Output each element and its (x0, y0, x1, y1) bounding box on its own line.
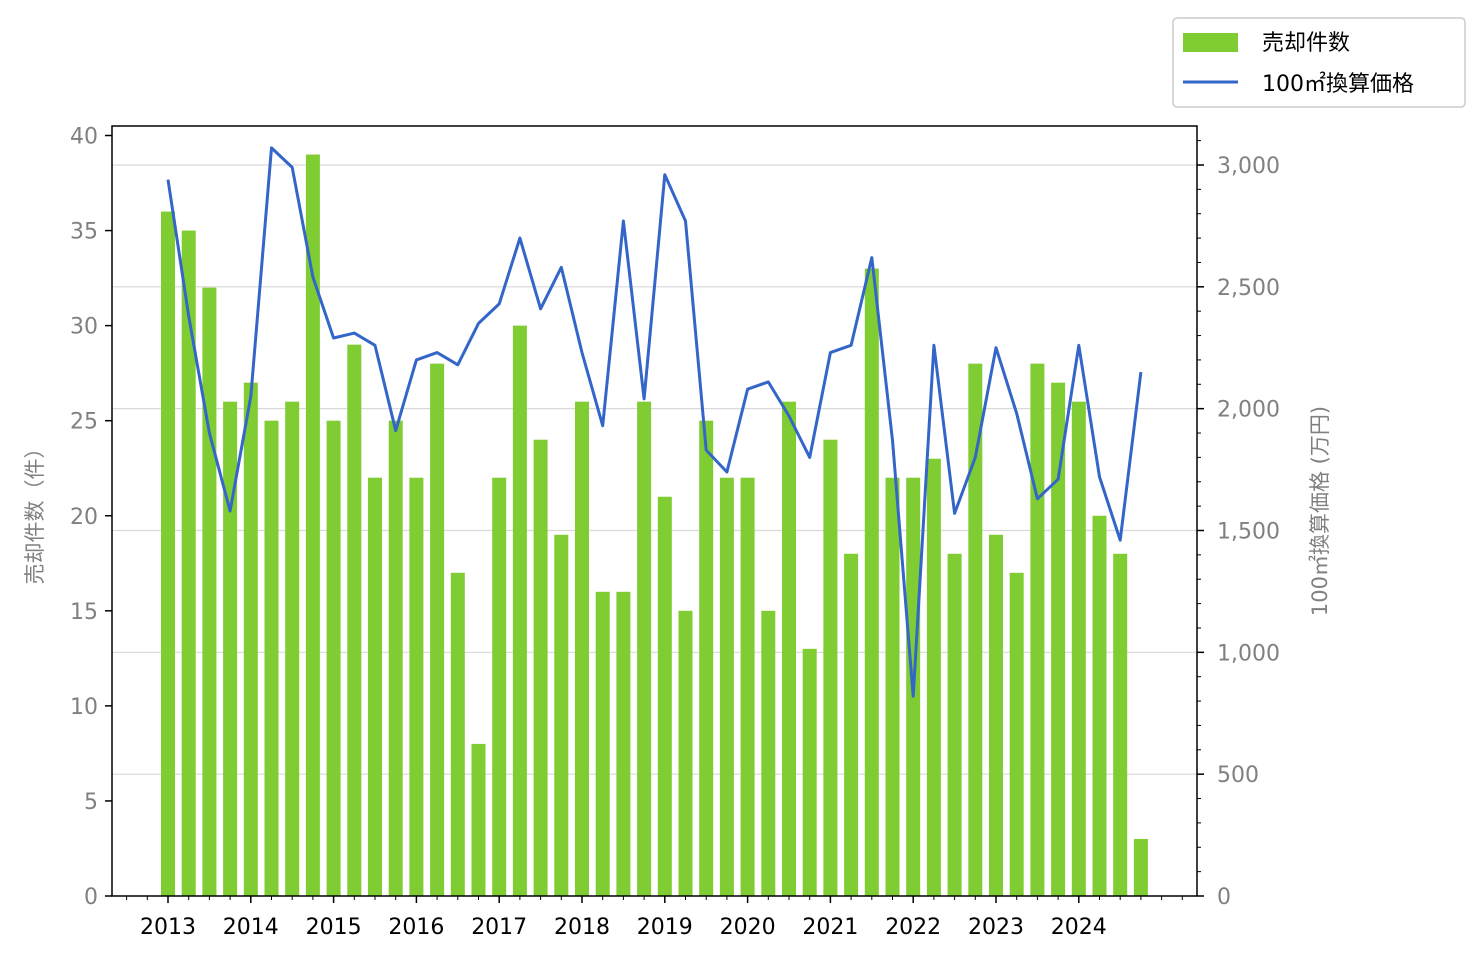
bar (968, 363, 983, 897)
legend-bar-swatch (1183, 33, 1238, 52)
bar (305, 154, 320, 896)
bar (554, 534, 569, 896)
bar (492, 477, 507, 896)
bar (326, 420, 341, 896)
legend-bar-label: 売却件数 (1262, 31, 1350, 56)
bar (844, 553, 859, 896)
right-tick-label: 2,000 (1217, 398, 1280, 423)
x-tick-label: 2024 (1051, 915, 1107, 940)
x-tick-label: 2021 (802, 915, 858, 940)
bar (719, 477, 734, 896)
right-tick-label: 1,000 (1217, 641, 1280, 666)
bar (740, 477, 755, 896)
bar (657, 496, 672, 896)
right-tick-label: 0 (1217, 885, 1231, 910)
bar (1113, 553, 1128, 896)
legend: 売却件数 100㎡換算価格 (1172, 17, 1466, 108)
right-tick-label: 2,500 (1217, 276, 1280, 301)
line-series (166, 146, 1143, 698)
x-tick-label: 2023 (968, 915, 1024, 940)
bar (782, 401, 796, 896)
bar (264, 420, 279, 896)
bar (1030, 363, 1045, 897)
x-tick-label: 2013 (140, 915, 196, 940)
bar (388, 420, 403, 896)
x-tick-label: 2018 (554, 915, 610, 940)
left-tick-label: 35 (70, 220, 98, 245)
bar (926, 458, 941, 896)
x-axis: 2013 2014 2015 2016 2017 2018 2019 2020 2021 2022… (126, 896, 1183, 940)
bar (885, 477, 900, 896)
legend-line-label: 100㎡換算価格 (1262, 71, 1414, 97)
bar (637, 401, 652, 896)
bar (409, 477, 424, 896)
bar (1051, 382, 1066, 897)
x-tick-label: 2019 (637, 915, 693, 940)
bar (761, 610, 776, 896)
bar (864, 268, 879, 896)
bar (575, 401, 589, 896)
bar (430, 363, 445, 897)
bar (947, 553, 962, 896)
legend-box (1172, 17, 1466, 108)
x-tick-label: 2020 (720, 915, 776, 940)
left-tick-label: 10 (70, 695, 98, 720)
left-axis: 0 5 10 15 20 25 30 35 40 (70, 125, 112, 910)
bar (450, 572, 465, 896)
right-tick-label: 3,000 (1217, 154, 1280, 179)
bar (202, 287, 217, 896)
bar (802, 648, 817, 896)
left-tick-label: 30 (70, 315, 98, 340)
bar (1009, 572, 1024, 896)
bar (1133, 838, 1148, 896)
bar (161, 211, 175, 897)
bar (533, 439, 548, 896)
plot-frame (111, 125, 1198, 897)
bar (1071, 401, 1086, 896)
x-tick-label: 2022 (885, 915, 941, 940)
left-tick-label: 40 (70, 125, 98, 150)
right-axis: 0 500 1,000 1,500 2,000 2,500 3,000 (1197, 140, 1280, 910)
bar-series (161, 154, 1148, 897)
x-tick-label: 2014 (223, 915, 279, 940)
bar (823, 439, 838, 896)
bar (595, 591, 610, 896)
price-line (166, 146, 1143, 698)
left-tick-label: 5 (84, 790, 98, 815)
left-tick-label: 0 (84, 885, 98, 910)
bar (223, 401, 238, 896)
bar (678, 610, 693, 896)
bar (699, 420, 714, 896)
bar (1092, 515, 1107, 896)
left-tick-label: 25 (70, 410, 98, 435)
x-tick-label: 2016 (388, 915, 444, 940)
bar (285, 401, 300, 896)
bar (471, 743, 486, 896)
x-tick-label: 2017 (471, 915, 527, 940)
bar (368, 477, 382, 896)
left-axis-label: 売却件数（件） (23, 438, 47, 585)
right-tick-label: 1,500 (1217, 519, 1280, 544)
bar (989, 534, 1003, 896)
bar (181, 230, 196, 897)
bar (243, 382, 258, 897)
bar (512, 325, 527, 896)
bar (347, 344, 362, 896)
bar (616, 591, 631, 896)
left-tick-label: 15 (70, 600, 98, 625)
right-axis-label: 100㎡換算価格 (万円) (1308, 406, 1332, 616)
x-tick-label: 2015 (306, 915, 362, 940)
right-tick-label: 500 (1217, 763, 1259, 788)
left-tick-label: 20 (70, 505, 98, 530)
